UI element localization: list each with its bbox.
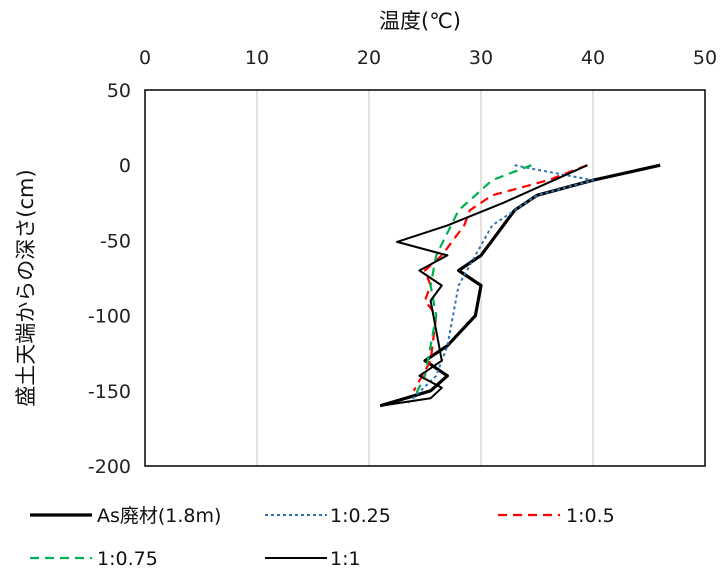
x-axis-ticks: 0 10 20 30 40 50 <box>139 47 717 69</box>
y-tick-label: -50 <box>100 230 131 252</box>
series-line <box>412 164 532 399</box>
series-line <box>379 163 661 408</box>
x-tick-label: 50 <box>693 47 717 69</box>
x-tick-label: 10 <box>245 47 269 69</box>
x-tick-label: 30 <box>469 47 493 69</box>
y-tick-label: -150 <box>88 381 131 403</box>
y-tick-label: -100 <box>88 306 131 328</box>
series-line <box>380 164 588 407</box>
y-axis-ticks: 50 0 -50 -100 -150 -200 <box>88 80 131 478</box>
x-tick-label: 40 <box>581 47 605 69</box>
y-tick-label: -200 <box>88 456 131 478</box>
legend-label: As廃材(1.8m) <box>97 505 221 527</box>
series-line <box>407 164 594 404</box>
series-line <box>412 164 588 392</box>
x-tick-label: 0 <box>139 47 151 69</box>
grid-lines <box>256 90 594 466</box>
legend-label: 1:0.5 <box>566 505 615 527</box>
legend-label: 1:0.75 <box>97 548 158 570</box>
series-lines <box>379 163 661 408</box>
y-axis-title: 盛土天端からの深さ(cm) <box>14 169 38 406</box>
y-tick-label: 50 <box>107 80 131 102</box>
plot-area-frame <box>144 89 706 467</box>
x-tick-label: 20 <box>357 47 381 69</box>
x-axis-title: 温度(℃) <box>379 9 461 33</box>
legend-label: 1:0.25 <box>330 505 391 527</box>
y-tick-label: 0 <box>119 155 131 177</box>
legend: As廃材(1.8m) 1:0.25 1:0.5 1:0.75 1:1 <box>30 505 615 570</box>
legend-label: 1:1 <box>330 548 361 570</box>
